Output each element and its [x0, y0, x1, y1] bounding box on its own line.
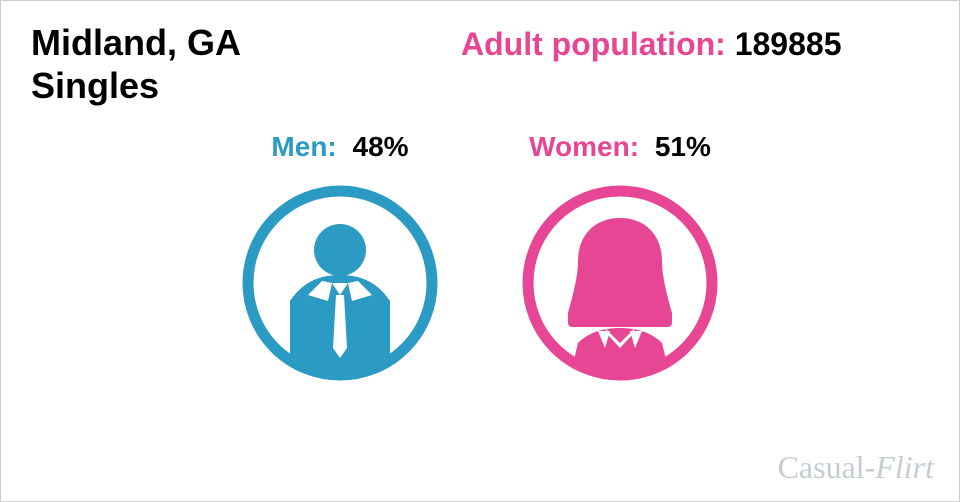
women-label-row: Women: 51% [529, 131, 711, 163]
location-subtitle: Singles [31, 64, 241, 107]
men-label-row: Men: 48% [271, 131, 408, 163]
women-percent: 51% [655, 131, 711, 162]
watermark-part1: Casual [778, 449, 865, 485]
location-block: Midland, GA Singles [31, 21, 241, 107]
population-value: 189885 [735, 26, 842, 62]
men-stat-block: Men: 48% [240, 131, 440, 383]
stats-row: Men: 48% Women: 51% [1, 131, 959, 383]
men-percent: 48% [353, 131, 409, 162]
watermark: Casual-Flirt [778, 449, 934, 486]
men-label: Men: [271, 131, 336, 162]
man-icon [240, 183, 440, 383]
women-stat-block: Women: 51% [520, 131, 720, 383]
watermark-part2: -Flirt [865, 449, 934, 485]
population-label: Adult population: [461, 26, 726, 62]
population-block: Adult population: 189885 [461, 26, 841, 63]
location-city: Midland, GA [31, 21, 241, 64]
woman-icon [520, 183, 720, 383]
women-label: Women: [529, 131, 639, 162]
